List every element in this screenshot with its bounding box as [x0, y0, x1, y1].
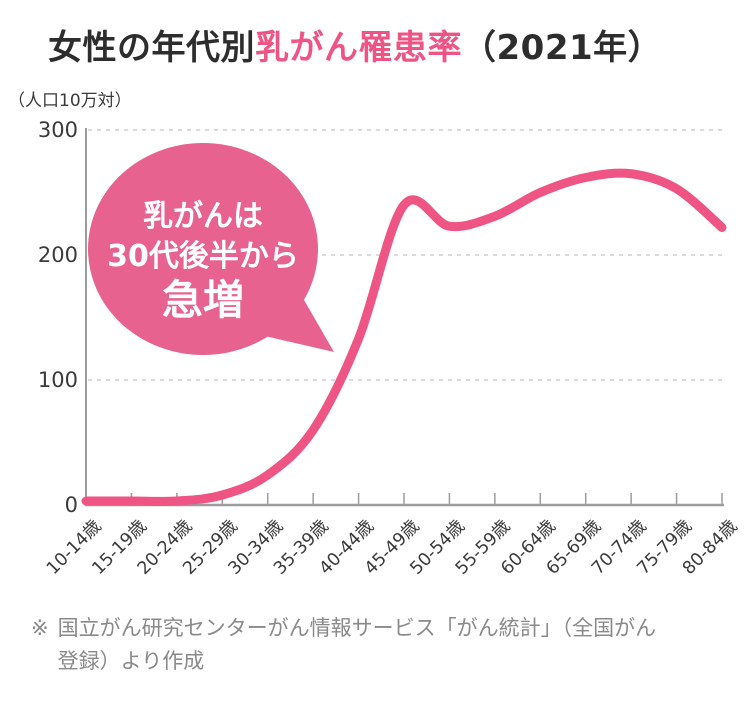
- callout-text-line1: 乳がんは: [143, 199, 263, 234]
- callout-text-line2: 30代後半から: [107, 239, 299, 274]
- y-axis-label: 100: [38, 368, 78, 392]
- y-axis-label: 0: [65, 493, 78, 517]
- callout-bubble: 乳がんは 30代後半から 急増: [88, 143, 334, 355]
- y-axis-label: 300: [38, 118, 78, 142]
- series-layer: [81, 168, 727, 506]
- title-text-left: 女性の年代別: [48, 28, 255, 68]
- source-note-text: 国立がん研究センターがん情報サービス「がん統計」（全国がん 登録）より作成: [58, 612, 657, 677]
- gridlines-layer: [88, 129, 723, 381]
- y-axis-unit-label: （人口10万対）: [8, 91, 132, 111]
- source-note: ※ 国立がん研究センターがん情報サービス「がん統計」（全国がん 登録）より作成: [31, 612, 731, 677]
- title-text-right: （2021年）: [462, 28, 663, 68]
- incidence-rate-line: [81, 168, 727, 506]
- title-text-accent: 乳がん罹患率: [255, 28, 462, 68]
- source-note-line1: 国立がん研究センターがん情報サービス「がん統計」（全国がん: [57, 616, 657, 640]
- y-axis-label: 200: [38, 243, 78, 267]
- callout-bubble-tail: [256, 293, 334, 352]
- callout-bubble-body: [88, 143, 318, 355]
- axes-layer: [85, 128, 724, 507]
- callout-text-emphasis: 急増: [162, 276, 244, 324]
- source-note-marker: ※: [31, 616, 49, 640]
- source-note-line2: 登録）より作成: [57, 648, 205, 673]
- page-title: 女性の年代別乳がん罹患率（2021年）: [48, 20, 662, 69]
